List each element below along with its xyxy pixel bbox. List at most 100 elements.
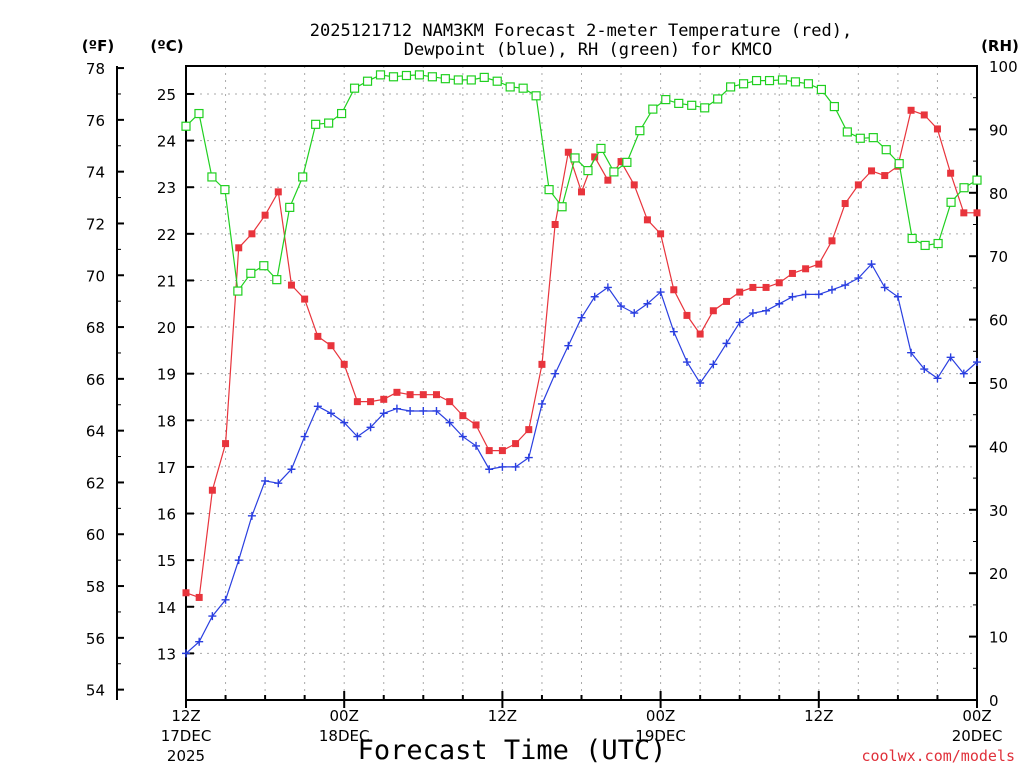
- dewpoint-point: [630, 309, 639, 318]
- temperature-point: [485, 447, 493, 455]
- rh-point: [311, 119, 321, 129]
- fahrenheit-tick-label: 70: [86, 267, 105, 285]
- dewpoint-point: [907, 348, 916, 357]
- temperature-point: [498, 447, 506, 455]
- rh-point: [855, 133, 865, 143]
- dewpoint-point: [472, 441, 481, 450]
- dewpoint-point: [867, 260, 876, 269]
- temperature-point: [920, 111, 928, 119]
- rh-tick-label: 10: [989, 629, 1008, 647]
- rh-point: [648, 104, 658, 114]
- dewpoint-point: [841, 281, 850, 290]
- rh-point: [220, 185, 230, 195]
- rh-point: [972, 175, 982, 185]
- rh-tick-label: 100: [989, 58, 1018, 76]
- fahrenheit-tick-label: 74: [86, 164, 105, 182]
- temperature-point: [525, 426, 533, 434]
- credit-text: coolwx.com/models: [861, 747, 1015, 765]
- fahrenheit-tick-label: 58: [86, 578, 105, 596]
- x-tick-label-time: 00Z: [646, 707, 675, 725]
- rh-point: [583, 166, 593, 176]
- dewpoint-point: [748, 309, 757, 318]
- rh-tick-label: 90: [989, 121, 1008, 139]
- fahrenheit-unit-label: (ºF): [82, 37, 114, 55]
- temperature-point: [933, 125, 941, 133]
- dewpoint-point: [590, 292, 599, 301]
- celsius-tick-label: 14: [157, 599, 176, 617]
- dewpoint-point: [182, 649, 190, 658]
- celsius-tick-label: 19: [157, 366, 176, 384]
- dewpoint-point: [458, 432, 467, 441]
- celsius-tick-label: 25: [157, 86, 176, 104]
- temperature-point: [723, 297, 731, 305]
- temperature-point: [551, 221, 559, 228]
- grid-lines: [186, 66, 977, 700]
- fahrenheit-tick-label: 60: [86, 526, 105, 544]
- temperature-point: [512, 440, 520, 448]
- rh-tick-label: 70: [989, 248, 1008, 266]
- dewpoint-point: [366, 423, 375, 432]
- dewpoint-point: [827, 285, 836, 294]
- temperature-point: [459, 412, 467, 420]
- temperature-point: [973, 209, 981, 217]
- rh-point: [920, 240, 930, 251]
- dewpoint-point: [300, 432, 309, 441]
- rh-point: [557, 202, 567, 212]
- rh-point: [907, 233, 917, 244]
- rh-point: [661, 95, 671, 105]
- rh-point: [726, 82, 736, 92]
- temperature-point: [472, 421, 480, 429]
- celsius-tick-label: 24: [157, 133, 176, 151]
- x-tick-label-date: 17DEC: [161, 727, 212, 745]
- dewpoint-point: [643, 299, 652, 308]
- dewpoint-point: [696, 379, 705, 387]
- temperature-point: [775, 279, 783, 287]
- temperature-point: [195, 593, 203, 601]
- rh-point: [894, 159, 904, 169]
- temperature-point: [841, 200, 849, 208]
- x-axis-label: Forecast Time (UTC): [358, 735, 667, 766]
- temperature-point: [683, 311, 691, 319]
- dewpoint-point: [603, 283, 612, 292]
- temperature-point: [947, 169, 955, 177]
- dewpoint-point: [274, 479, 283, 488]
- fahrenheit-tick-label: 56: [86, 630, 105, 648]
- temperature-point: [643, 216, 651, 224]
- rh-point: [700, 103, 710, 113]
- dewpoint-point: [340, 418, 349, 427]
- dewpoint-point: [432, 406, 441, 415]
- fahrenheit-tick-label: 78: [86, 60, 105, 78]
- dewpoint-point: [498, 462, 507, 471]
- fahrenheit-tick-label: 66: [86, 371, 105, 389]
- dewpoint-point: [221, 595, 230, 604]
- temperature-point: [327, 342, 335, 350]
- rh-point: [790, 77, 801, 87]
- rh-point: [349, 83, 360, 93]
- rh-point: [829, 101, 839, 112]
- rh-point: [687, 100, 697, 110]
- fahrenheit-tick-label: 72: [86, 215, 105, 233]
- dewpoint-point: [564, 341, 573, 350]
- celsius-tick-label: 16: [157, 506, 176, 524]
- rh-point: [427, 72, 437, 82]
- celsius-tick-label: 15: [157, 552, 176, 570]
- dewpoint-point: [920, 365, 929, 374]
- rh-point: [272, 275, 282, 285]
- temperature-point: [380, 395, 388, 403]
- temperature-point: [604, 176, 612, 184]
- rh-point: [259, 261, 269, 271]
- rh-point: [596, 143, 606, 154]
- rh-tick-label: 80: [989, 185, 1008, 203]
- rh-point: [544, 185, 554, 195]
- rh-point: [959, 183, 969, 193]
- rh-point: [466, 75, 476, 85]
- rh-point: [324, 118, 334, 128]
- x-tick-label-time: 12Z: [171, 707, 200, 725]
- rh-point: [375, 70, 386, 80]
- dewpoint-point: [261, 476, 270, 485]
- temperature-point: [367, 398, 375, 406]
- rh-point: [635, 126, 645, 136]
- rh-point: [207, 172, 217, 182]
- temperature-point: [235, 244, 243, 252]
